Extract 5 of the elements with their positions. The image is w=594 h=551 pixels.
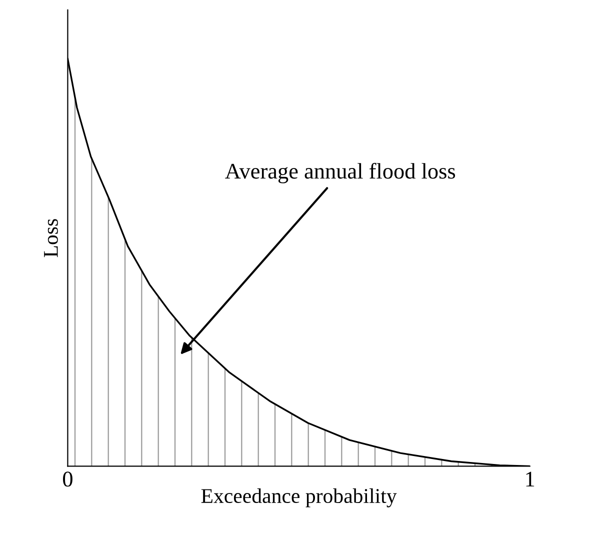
x-axis-title: Exceedance probability — [201, 488, 397, 508]
y-axis-title: Loss — [44, 219, 58, 258]
x-tick-label: 0 — [63, 472, 72, 487]
annotation: Average annual flood loss — [225, 162, 456, 184]
x-tick-label: 1 — [526, 472, 534, 486]
